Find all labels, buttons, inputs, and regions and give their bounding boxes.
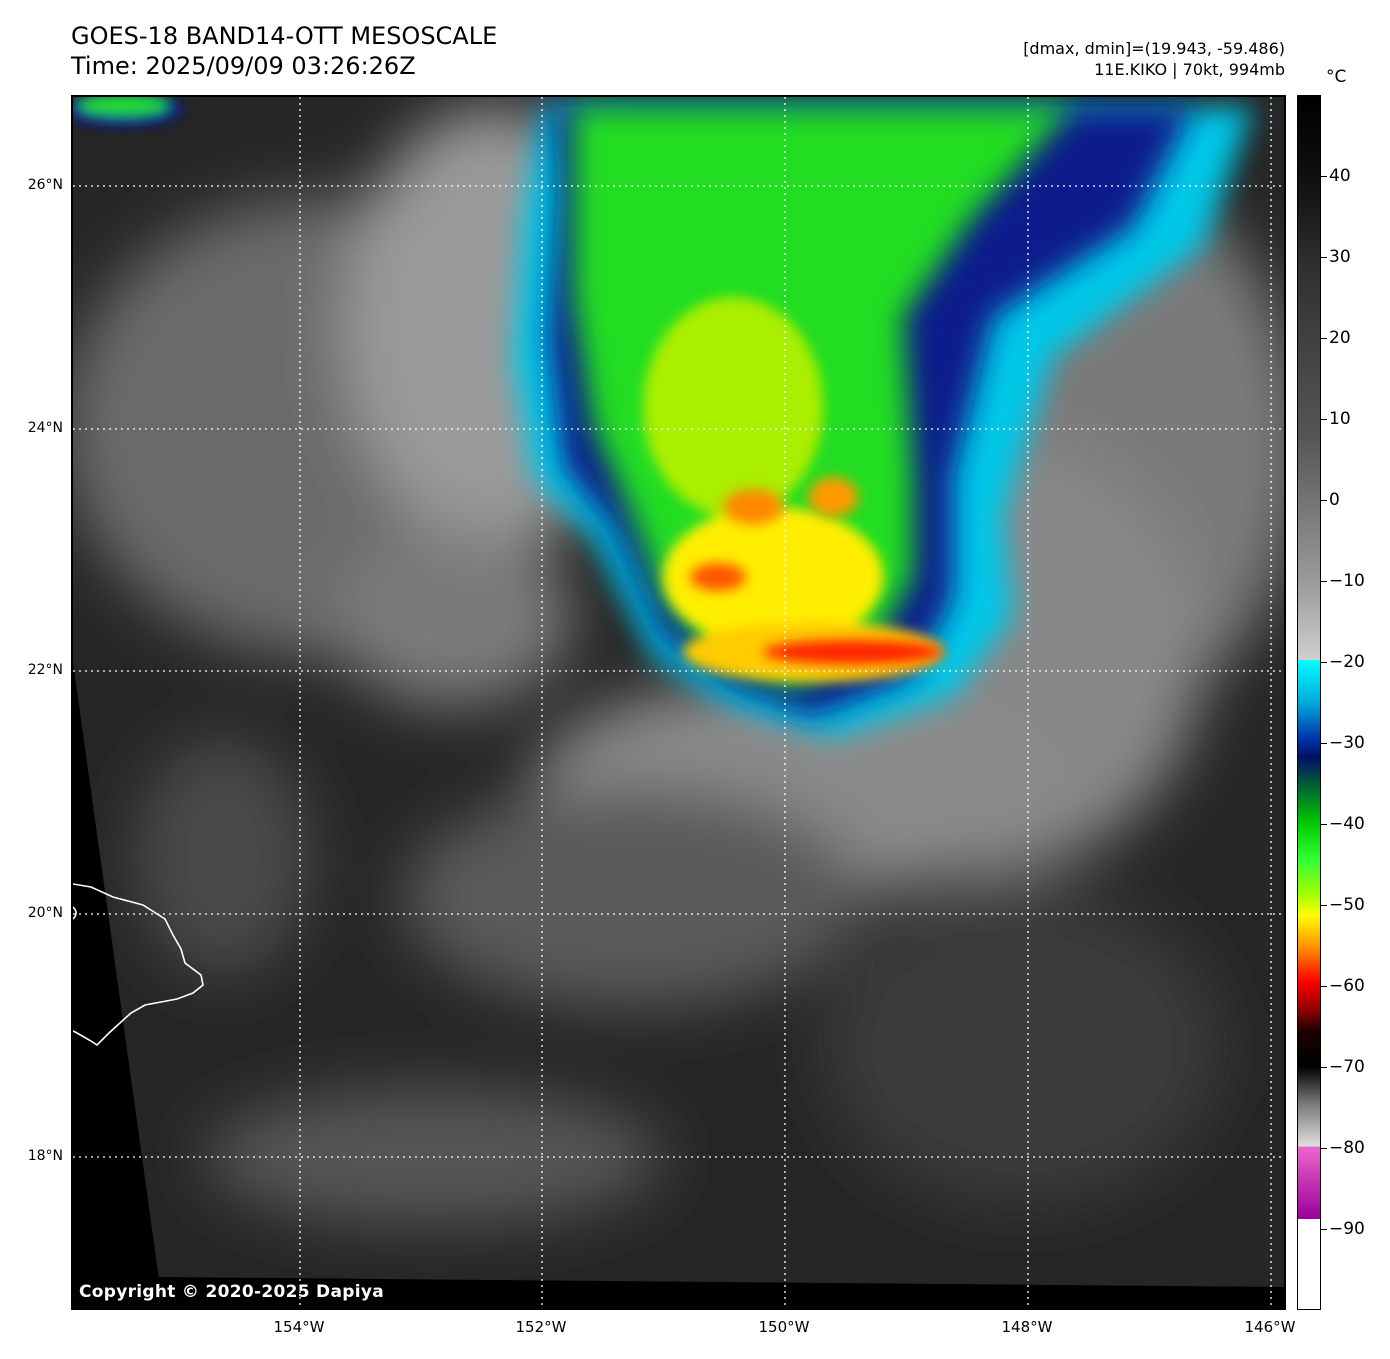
satellite-map: Copyright © 2020-2025 Dapiya (71, 95, 1286, 1310)
colorbar-tick-label: 40 (1329, 166, 1351, 186)
colorbar-tick (1321, 419, 1327, 420)
colorbar-tick (1321, 257, 1327, 258)
no-data-region (73, 662, 163, 1308)
colorbar-tick-label: −10 (1329, 571, 1365, 591)
colorbar-tick (1321, 581, 1327, 582)
coastline (73, 883, 204, 1047)
lon-label-152: 152°W (515, 1318, 567, 1336)
colorbar-tick-label: 10 (1329, 409, 1351, 429)
coastline-inlet (73, 906, 77, 920)
colorbar-tick (1321, 176, 1327, 177)
colorbar-unit: °C (1326, 67, 1347, 87)
colorbar-tick-label: −60 (1329, 976, 1365, 996)
lon-label-150: 150°W (758, 1318, 810, 1336)
colorbar-tick (1321, 743, 1327, 744)
colorbar-tick (1321, 824, 1327, 825)
lat-label-26: 26°N (27, 177, 63, 193)
copyright-notice: Copyright © 2020-2025 Dapiya (79, 1282, 384, 1302)
colorbar-tick-label: −90 (1329, 1219, 1365, 1239)
colorbar-tick (1321, 662, 1327, 663)
storm-info: 11E.KIKO | 70kt, 994mb (1094, 60, 1285, 79)
lon-label-148: 148°W (1001, 1318, 1053, 1336)
timestamp: Time: 2025/09/09 03:26:26Z (71, 52, 416, 80)
colorbar (1297, 95, 1321, 1310)
colorbar-tick-label: −30 (1329, 733, 1365, 753)
satellite-image (73, 97, 1284, 1308)
colorbar-tick (1321, 1148, 1327, 1149)
colorbar-tick-label: −70 (1329, 1057, 1365, 1077)
colorbar-tick (1321, 1229, 1327, 1230)
lat-label-20: 20°N (27, 905, 63, 921)
colorbar-tick-label: 30 (1329, 247, 1351, 267)
colorbar-tick-label: −20 (1329, 652, 1365, 672)
colorbar-tick-label: −50 (1329, 895, 1365, 915)
colorbar-tick-label: −80 (1329, 1138, 1365, 1158)
colorbar-tick (1321, 1067, 1327, 1068)
colorbar-tick (1321, 500, 1327, 501)
colorbar-tick-label: −40 (1329, 814, 1365, 834)
dmax-dmin-readout: [dmax, dmin]=(19.943, -59.486) (1023, 39, 1285, 58)
lat-label-18: 18°N (27, 1148, 63, 1164)
colorbar-tick (1321, 338, 1327, 339)
storm-fragment-nw (73, 97, 183, 127)
colorbar-tick (1321, 986, 1327, 987)
colorbar-tick (1321, 905, 1327, 906)
lon-label-146: 146°W (1244, 1318, 1296, 1336)
graticule (73, 97, 1284, 1308)
storm-red-tops (690, 477, 943, 664)
no-data-strip (73, 1277, 1284, 1308)
lon-label-154: 154°W (273, 1318, 325, 1336)
colorbar-tick-label: 0 (1329, 490, 1340, 510)
lat-label-22: 22°N (27, 662, 63, 678)
chart-title: GOES-18 BAND14-OTT MESOSCALE (71, 22, 498, 50)
lat-label-24: 24°N (27, 420, 63, 436)
colorbar-tick-label: 20 (1329, 328, 1351, 348)
storm-yellow-tops (643, 297, 943, 682)
